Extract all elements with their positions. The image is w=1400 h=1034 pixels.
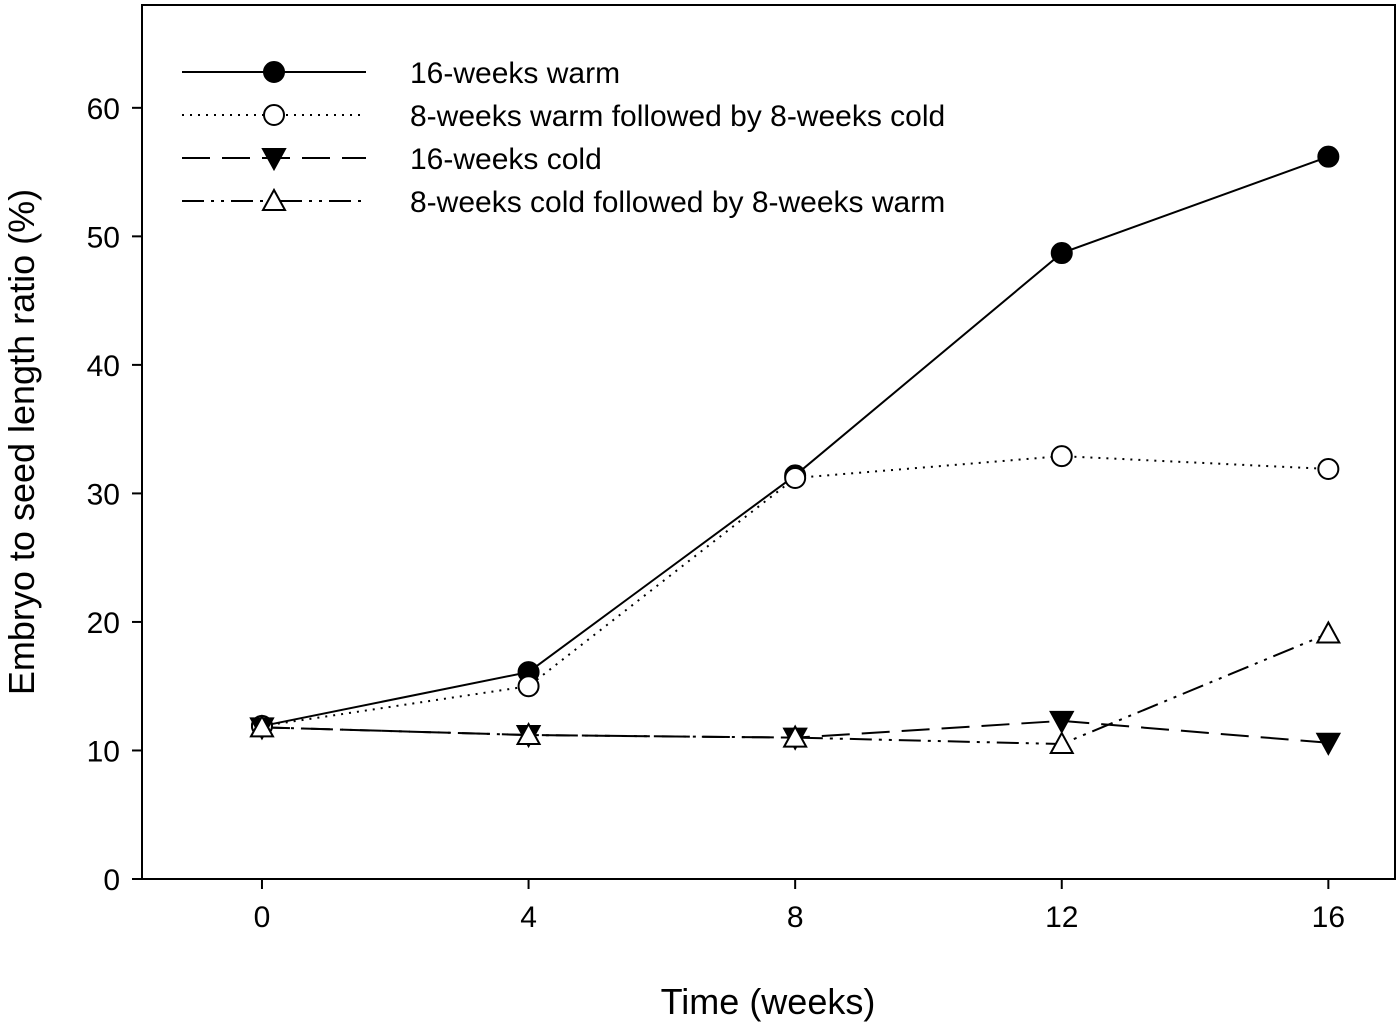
data-point — [515, 721, 542, 746]
legend-marker — [261, 187, 287, 211]
x-tick-label: 8 — [787, 901, 804, 934]
series-line — [261, 632, 1329, 746]
x-tick-label: 0 — [254, 901, 271, 934]
legend-label: 16-weeks cold — [410, 143, 602, 176]
data-point — [1050, 242, 1073, 265]
y-tick-label: 20 — [87, 607, 120, 640]
y-axis-label: Embryo to seed length ratio (%) — [1, 189, 42, 695]
data-point — [1317, 457, 1340, 480]
legend: 16-weeks warm 8-weeks warm followed by 8-… — [182, 57, 945, 219]
legend-marker — [261, 148, 287, 172]
series-line — [261, 155, 1329, 728]
data-point — [517, 675, 540, 698]
data-point — [1049, 730, 1075, 755]
y-tick-label: 60 — [87, 93, 120, 126]
y-tick-label: 10 — [87, 735, 120, 768]
data-point — [1315, 620, 1342, 644]
data-point — [784, 466, 807, 489]
series-line — [261, 455, 1329, 728]
legend-label: 16-weeks warm — [410, 57, 620, 90]
y-tick-label: 30 — [87, 478, 120, 511]
data-point — [1317, 145, 1340, 168]
legend-marker — [263, 61, 285, 83]
x-tick-label: 16 — [1312, 901, 1345, 934]
data-point — [1050, 445, 1073, 468]
data-point — [1049, 710, 1075, 734]
plot-frame — [141, 4, 1396, 880]
y-tick-label: 40 — [87, 350, 120, 383]
x-tick-label: 12 — [1045, 901, 1078, 934]
x-tick-label: 4 — [520, 901, 537, 934]
data-point — [1315, 732, 1342, 756]
y-tick-label: 0 — [103, 864, 120, 897]
legend-label: 8-weeks cold followed by 8-weeks warm — [410, 186, 945, 219]
data-point — [782, 724, 808, 748]
legend-marker — [263, 104, 285, 126]
y-tick-label: 50 — [87, 221, 120, 254]
legend-label: 8-weeks warm followed by 8-weeks cold — [410, 100, 945, 133]
data-point — [249, 714, 275, 738]
x-axis-label: Time (weeks) — [661, 981, 876, 1022]
